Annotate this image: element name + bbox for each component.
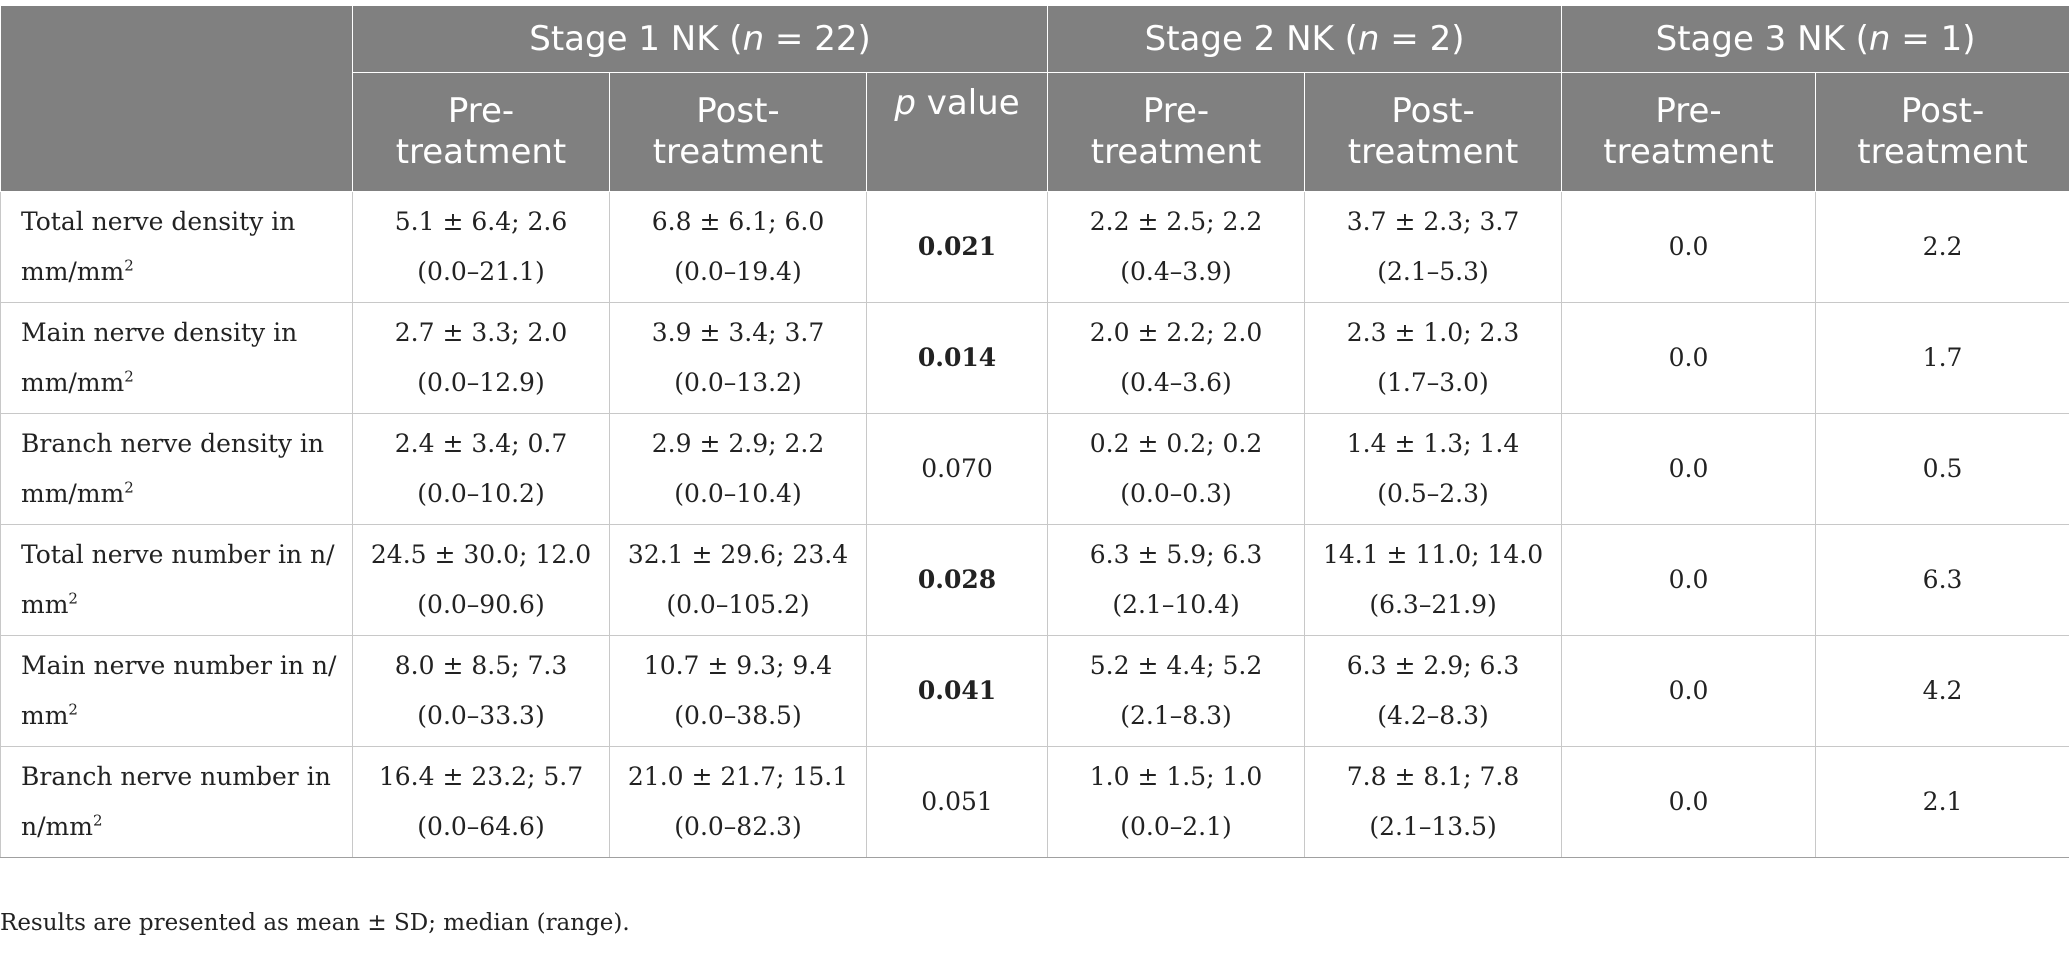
cell-s3-post: 4.2 (1815, 635, 2069, 747)
cell-s2-post: 6.3 ± 2.9; 6.3 (4.2–8.3) (1304, 635, 1563, 747)
cell-p-value: 0.028 (865, 524, 1049, 636)
header-p-value: p value (865, 72, 1049, 192)
cell-s2-pre: 2.0 ± 2.2; 2.0 (0.4–3.6) (1047, 302, 1306, 414)
header-s3-pre: Pre-treatment (1561, 72, 1817, 192)
table-header: Stage 1 NK (n = 22) Stage 2 NK (n = 2) S… (0, 5, 2069, 192)
cell-s3-pre: 0.0 (1561, 524, 1817, 636)
header-s2-post: Post-treatment (1304, 72, 1563, 192)
cell-s1-pre: 5.1 ± 6.4; 2.6 (0.0–21.1) (352, 191, 610, 303)
cell-s2-post: 1.4 ± 1.3; 1.4 (0.5–2.3) (1304, 413, 1563, 525)
cell-p-value: 0.021 (865, 191, 1049, 303)
cell-s1-post: 6.8 ± 6.1; 6.0 (0.0–19.4) (609, 191, 867, 303)
cell-s3-pre: 0.0 (1561, 635, 1817, 747)
cell-s3-pre: 0.0 (1561, 302, 1817, 414)
cell-s3-pre: 0.0 (1561, 413, 1817, 525)
cell-s3-post: 0.5 (1815, 413, 2069, 525)
cell-s2-pre: 0.2 ± 0.2; 0.2 (0.0–0.3) (1047, 413, 1306, 525)
cell-p-value: 0.070 (865, 413, 1049, 525)
header-s1-pre: Pre-treatment (352, 72, 610, 192)
row-label: Main nerve number in n/mm2 (0, 635, 353, 747)
header-s1-post: Post-treatment (609, 72, 867, 192)
cell-s2-post: 7.8 ± 8.1; 7.8 (2.1–13.5) (1304, 746, 1563, 858)
cell-s2-post: 14.1 ± 11.0; 14.0 (6.3–21.9) (1304, 524, 1563, 636)
cell-s2-post: 3.7 ± 2.3; 3.7 (2.1–5.3) (1304, 191, 1563, 303)
row-label: Total nerve density in mm/mm2 (0, 191, 353, 303)
table-row: Total nerve density in mm/mm2 5.1 ± 6.4; … (0, 191, 2069, 303)
cell-p-value: 0.014 (865, 302, 1049, 414)
cell-s2-pre: 6.3 ± 5.9; 6.3 (2.1–10.4) (1047, 524, 1306, 636)
header-stage-1: Stage 1 NK (n = 22) (351, 5, 1049, 73)
cell-s1-pre: 2.7 ± 3.3; 2.0 (0.0–12.9) (352, 302, 610, 414)
header-stage-2: Stage 2 NK (n = 2) (1047, 5, 1563, 73)
results-table: Stage 1 NK (n = 22) Stage 2 NK (n = 2) S… (0, 5, 2069, 858)
cell-s3-post: 2.1 (1815, 746, 2069, 858)
cell-s1-post: 32.1 ± 29.6; 23.4 (0.0–105.2) (609, 524, 867, 636)
table-footnote: Results are presented as mean ± SD; medi… (0, 910, 630, 936)
cell-s1-pre: 2.4 ± 3.4; 0.7 (0.0–10.2) (352, 413, 610, 525)
cell-s1-pre: 16.4 ± 23.2; 5.7 (0.0–64.6) (352, 746, 610, 858)
cell-s2-post: 2.3 ± 1.0; 2.3 (1.7–3.0) (1304, 302, 1563, 414)
cell-s1-post: 21.0 ± 21.7; 15.1 (0.0–82.3) (609, 746, 867, 858)
header-corner-blank (0, 5, 353, 192)
cell-s3-pre: 0.0 (1561, 191, 1817, 303)
table-row: Branch nerve number in n/mm2 16.4 ± 23.2;… (0, 746, 2069, 858)
table-body: Total nerve density in mm/mm2 5.1 ± 6.4; … (0, 191, 2069, 858)
table-row: Main nerve number in n/mm2 8.0 ± 8.5; 7.… (0, 635, 2069, 747)
header-s2-pre: Pre-treatment (1047, 72, 1306, 192)
header-stage-3: Stage 3 NK (n = 1) (1561, 5, 2069, 73)
row-label: Total nerve number in n/mm2 (0, 524, 353, 636)
cell-s2-pre: 2.2 ± 2.5; 2.2 (0.4–3.9) (1047, 191, 1306, 303)
cell-s1-pre: 24.5 ± 30.0; 12.0 (0.0–90.6) (352, 524, 610, 636)
cell-s1-post: 2.9 ± 2.9; 2.2 (0.0–10.4) (609, 413, 867, 525)
cell-s2-pre: 1.0 ± 1.5; 1.0 (0.0–2.1) (1047, 746, 1306, 858)
cell-s1-post: 3.9 ± 3.4; 3.7 (0.0–13.2) (609, 302, 867, 414)
cell-s3-post: 6.3 (1815, 524, 2069, 636)
cell-s3-pre: 0.0 (1561, 746, 1817, 858)
table-row: Total nerve number in n/mm2 24.5 ± 30.0;… (0, 524, 2069, 636)
table-row: Branch nerve density in mm/mm2 2.4 ± 3.4;… (0, 413, 2069, 525)
header-s3-post: Post-treatment (1815, 72, 2069, 192)
cell-s3-post: 2.2 (1815, 191, 2069, 303)
row-label: Branch nerve density in mm/mm2 (0, 413, 353, 525)
cell-s2-pre: 5.2 ± 4.4; 5.2 (2.1–8.3) (1047, 635, 1306, 747)
cell-s1-pre: 8.0 ± 8.5; 7.3 (0.0–33.3) (352, 635, 610, 747)
row-label: Branch nerve number in n/mm2 (0, 746, 353, 858)
cell-s1-post: 10.7 ± 9.3; 9.4 (0.0–38.5) (609, 635, 867, 747)
row-label: Main nerve density in mm/mm2 (0, 302, 353, 414)
table-row: Main nerve density in mm/mm2 2.7 ± 3.3; 2… (0, 302, 2069, 414)
cell-p-value: 0.051 (865, 746, 1049, 858)
cell-s3-post: 1.7 (1815, 302, 2069, 414)
cell-p-value: 0.041 (865, 635, 1049, 747)
